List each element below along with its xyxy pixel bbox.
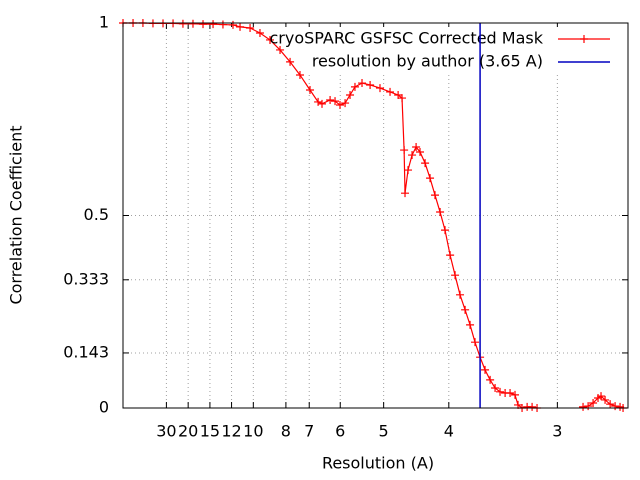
data-point	[416, 147, 425, 156]
data-point	[471, 338, 480, 347]
data-point	[601, 395, 610, 404]
y-tick-label: 1	[99, 13, 109, 32]
data-point	[430, 191, 439, 200]
data-point	[461, 305, 470, 314]
data-point	[486, 375, 495, 384]
data-point	[589, 398, 598, 407]
x-tick-label: 6	[335, 422, 345, 441]
data-point	[341, 99, 350, 108]
data-point	[350, 82, 359, 91]
y-axis-label: Correlation Coefficient	[7, 125, 26, 304]
data-point	[496, 387, 505, 396]
x-tick-label: 4	[444, 422, 454, 441]
y-tick-label: 0.5	[84, 205, 109, 224]
data-point	[218, 20, 227, 29]
data-point	[611, 402, 620, 411]
data-point	[375, 84, 384, 93]
legend-box	[222, 27, 622, 75]
data-point	[506, 388, 515, 397]
data-point	[326, 96, 335, 104]
data-point	[451, 271, 460, 280]
data-point	[441, 226, 450, 235]
y-tick-label: 0.143	[63, 342, 109, 361]
data-point	[606, 400, 615, 409]
data-point	[491, 383, 500, 392]
data-point	[286, 57, 295, 66]
data-point	[314, 97, 323, 106]
data-point	[404, 166, 413, 175]
data-point	[188, 19, 197, 28]
x-tick-label: 15	[200, 422, 220, 441]
data-point	[401, 189, 410, 198]
data-point	[178, 19, 187, 28]
plot-border	[122, 22, 629, 409]
x-axis-label: Resolution (A)	[322, 454, 434, 473]
legend-label: resolution by author (3.65 A)	[312, 52, 543, 71]
data-point	[412, 142, 421, 151]
data-point	[584, 402, 593, 411]
legend-label: cryoSPARC GSFSC Corrected Mask	[269, 29, 543, 48]
x-tick-label: 7	[304, 422, 314, 441]
x-tick-label: 10	[243, 422, 263, 441]
data-point	[331, 97, 340, 106]
data-point	[318, 99, 327, 108]
data-point	[335, 101, 344, 110]
x-tick-label: 20	[178, 422, 198, 441]
data-point	[236, 22, 245, 31]
data-point	[446, 251, 455, 260]
data-point	[511, 390, 520, 399]
data-point	[366, 80, 375, 89]
data-point	[408, 151, 417, 160]
data-point	[306, 85, 315, 94]
y-tick-label: 0.333	[63, 269, 109, 288]
data-point	[426, 174, 435, 183]
data-point	[386, 87, 395, 96]
legend-marker	[580, 35, 588, 43]
x-tick-label: 5	[379, 422, 389, 441]
data-point	[466, 320, 475, 329]
data-point	[436, 208, 445, 217]
data-point	[346, 90, 355, 99]
data-point	[398, 94, 407, 103]
data-point	[421, 159, 430, 168]
data-point	[528, 402, 537, 411]
data-point	[579, 402, 588, 411]
data-point	[597, 392, 606, 401]
data-point	[481, 365, 490, 374]
data-point	[246, 24, 255, 33]
x-tick-label: 30	[156, 422, 176, 441]
data-point	[276, 45, 285, 54]
data-point	[358, 79, 367, 88]
data-point	[209, 20, 218, 29]
data-point	[228, 20, 237, 29]
data-point	[266, 35, 275, 44]
data-point	[199, 20, 208, 29]
y-tick-label: 0	[99, 398, 109, 417]
x-tick-label: 3	[552, 422, 562, 441]
data-point	[255, 29, 264, 38]
data-point	[295, 70, 304, 79]
x-tick-label: 8	[281, 422, 291, 441]
data-point	[400, 146, 409, 155]
x-tick-label: 12	[221, 422, 241, 441]
data-point	[456, 290, 465, 299]
